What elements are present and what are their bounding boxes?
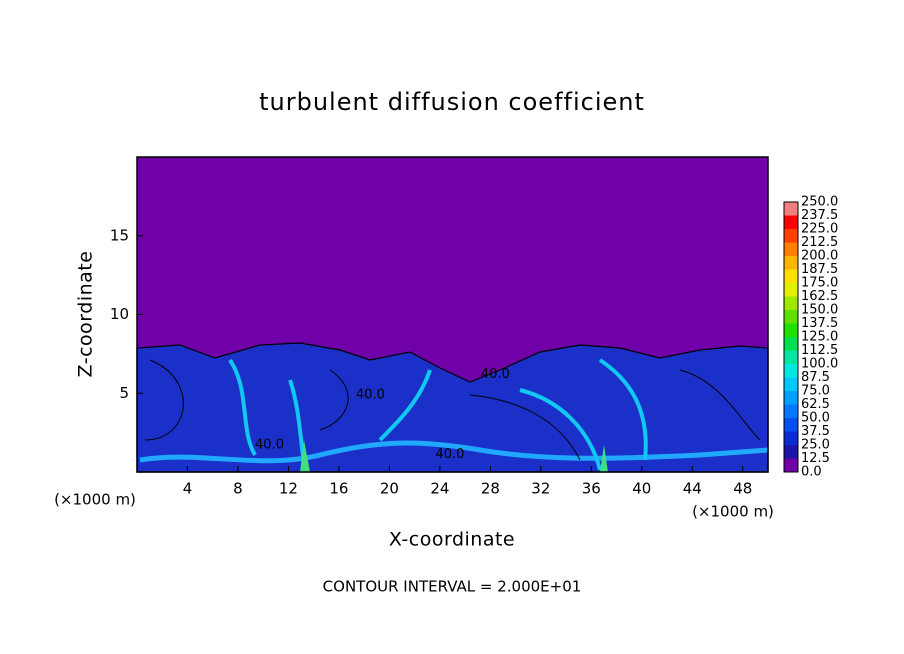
y-axis-label: Z-coordinate	[75, 251, 97, 378]
colorbar-swatch	[784, 431, 798, 445]
colorbar-swatch	[784, 377, 798, 391]
x-axis-label: X-coordinate	[389, 529, 515, 551]
x-tick-label: 44	[683, 480, 702, 498]
colorbar-label: 225.0	[801, 222, 838, 237]
colorbar-swatch	[784, 323, 798, 337]
contour-label: 40.0	[481, 367, 510, 382]
contour-label: 40.0	[356, 387, 385, 402]
field	[136, 157, 769, 473]
colorbar-swatch	[784, 269, 798, 283]
x-tick-label: 16	[329, 480, 348, 498]
field-streak	[139, 440, 769, 464]
colorbar-label: 200.0	[801, 249, 838, 264]
x-tick-label: 4	[183, 480, 193, 498]
colorbar-label: 162.5	[801, 289, 838, 304]
colorbar-swatch	[784, 202, 798, 216]
colorbar-swatch	[784, 404, 798, 418]
colorbar-swatch	[784, 283, 798, 297]
field-region	[136, 342, 769, 473]
contour-line	[144, 359, 761, 461]
x-tick-label: 36	[582, 480, 601, 498]
colorbar-swatch	[784, 418, 798, 432]
colorbar-label: 137.5	[801, 316, 838, 331]
y-tick-label: 10	[110, 305, 129, 323]
y-tick-label: 15	[110, 226, 129, 244]
colorbar-swatch	[784, 242, 798, 256]
colorbar-swatch	[784, 229, 798, 243]
colorbar-label: 112.5	[801, 343, 838, 358]
colorbar-label: 175.0	[801, 276, 838, 291]
colorbar-label: 100.0	[801, 357, 838, 372]
colorbar-swatch	[784, 215, 798, 229]
x-tick-label: 20	[380, 480, 399, 498]
colorbar-swatch	[784, 445, 798, 459]
contour-label: 40.0	[435, 447, 464, 462]
x-tick-label: 12	[279, 480, 298, 498]
colorbar-label: 250.0	[801, 195, 838, 210]
colorbar-label: 0.0	[801, 465, 822, 480]
x-tick-label: 8	[233, 480, 243, 498]
colorbar-label: 75.0	[801, 384, 830, 399]
colorbar-label: 37.5	[801, 424, 830, 439]
colorbar-label: 12.5	[801, 451, 830, 466]
x-tick-label: 40	[632, 480, 651, 498]
colorbar-swatch	[784, 337, 798, 351]
x-tick-label: 28	[481, 480, 500, 498]
colorbar-swatch	[784, 310, 798, 324]
colorbar-label: 150.0	[801, 303, 838, 318]
colorbar-frame	[783, 201, 799, 473]
colorbar-swatch	[784, 296, 798, 310]
colorbar-label: 62.5	[801, 397, 830, 412]
colorbar-label: 50.0	[801, 411, 830, 426]
contour-label: 40.0	[255, 438, 284, 453]
colorbar-label: 125.0	[801, 330, 838, 345]
x-tick-label: 24	[430, 480, 449, 498]
colorbar-swatch	[784, 391, 798, 405]
colorbar-swatch	[784, 350, 798, 364]
colorbar-label: 237.5	[801, 208, 838, 223]
chart-title: turbulent diffusion coefficient	[259, 88, 645, 116]
colorbar-label: 25.0	[801, 438, 830, 453]
footer: CONTOUR INTERVAL = 2.000E+01	[323, 578, 582, 596]
field-streak	[228, 358, 648, 471]
x-tick-label: 32	[531, 480, 550, 498]
colorbar-swatch	[784, 364, 798, 378]
colorbar-label: 212.5	[801, 235, 838, 250]
x-tick-label: 48	[733, 480, 752, 498]
y-unit-label: (×1000 m)	[54, 491, 136, 509]
colorbar-swatch	[784, 458, 798, 472]
colorbar-swatch	[784, 256, 798, 270]
y-tick-label: 5	[119, 384, 129, 402]
x-unit-label: (×1000 m)	[692, 503, 774, 521]
colorbar-label: 187.5	[801, 262, 838, 277]
colorbar-label: 87.5	[801, 370, 830, 385]
